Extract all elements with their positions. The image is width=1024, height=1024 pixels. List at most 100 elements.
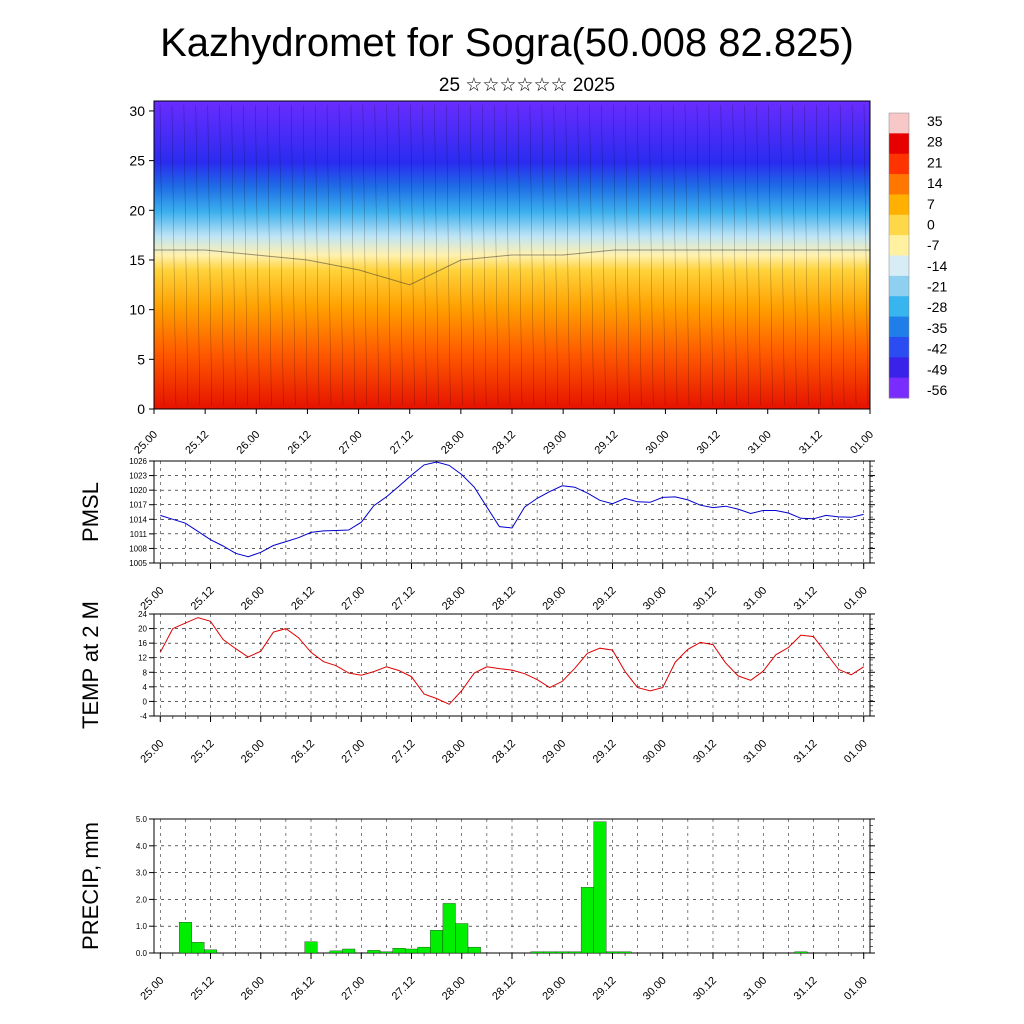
- wind-barb-line: [243, 104, 248, 406]
- colorbar-swatch: [889, 336, 909, 358]
- freezing-level-contour: [154, 249, 870, 286]
- x-tick-label: 29.12: [591, 975, 619, 1003]
- x-tick-label: 30.00: [641, 975, 669, 1003]
- y-tick-label: 2.0: [136, 895, 148, 904]
- y-tick-label: 30: [129, 103, 145, 119]
- wind-barb-line: [338, 104, 344, 406]
- precip-bar: [329, 950, 343, 954]
- wind-barb-line: [780, 104, 785, 406]
- wind-barb-line: [744, 104, 749, 406]
- y-tick-label: 1020: [129, 486, 147, 495]
- colorbar-label: -49: [927, 361, 947, 377]
- y-tick-label: 4: [143, 683, 148, 692]
- wind-barb-line: [314, 104, 320, 406]
- wind-barb-line: [159, 104, 165, 406]
- y-tick-label: 4.0: [136, 842, 148, 851]
- colorbar-swatch: [889, 316, 909, 338]
- wind-barb-line: [589, 104, 594, 406]
- colorbar-label: -35: [927, 320, 947, 336]
- x-tick-label: 25.12: [189, 585, 217, 613]
- colorbar-swatch: [889, 377, 909, 399]
- wind-barb-line: [255, 104, 260, 406]
- x-tick-label: 28.12: [490, 975, 518, 1003]
- x-tick-label: 25.12: [189, 975, 217, 1003]
- wind-barb-line: [672, 104, 678, 406]
- x-tick-label: 30.00: [644, 429, 672, 457]
- precip-bar: [417, 946, 431, 954]
- x-tick-label: 27.12: [388, 429, 416, 457]
- wind-barb-line: [637, 104, 642, 406]
- wind-barb-line: [649, 104, 654, 406]
- x-tick-label: 25.00: [138, 738, 166, 766]
- x-tick-label: 25.00: [138, 585, 166, 613]
- wind-barb-line: [565, 104, 570, 406]
- wind-barb-line: [458, 104, 463, 406]
- x-tick-label: 30.00: [641, 585, 669, 613]
- wind-barb-line: [708, 104, 714, 406]
- y-tick-label: 0: [137, 401, 145, 417]
- precip-bar: [543, 951, 557, 954]
- wind-barb-line: [696, 104, 702, 406]
- colorbar-label: 28: [927, 134, 943, 150]
- wind-barb-line: [434, 104, 439, 406]
- colorbar-swatch: [889, 174, 909, 195]
- x-tick-label: 25.00: [132, 429, 160, 457]
- wind-barb-line: [756, 104, 761, 406]
- wind-barb-line: [291, 104, 296, 406]
- x-tick-label: 30.12: [695, 429, 723, 457]
- x-tick-label: 31.12: [792, 738, 820, 766]
- wind-barb-line: [362, 104, 368, 406]
- precip-bar: [467, 946, 481, 954]
- chart-subtitle: 25 ☆☆☆☆☆☆ 2025: [439, 75, 615, 96]
- y-tick-label: 1014: [129, 515, 147, 524]
- precip-bar: [379, 951, 393, 954]
- x-tick-label: 01.00: [842, 585, 870, 613]
- precip-bar: [530, 951, 544, 954]
- x-tick-label: 01.00: [842, 975, 870, 1003]
- wind-barb-line: [804, 104, 809, 406]
- wind-barb-line: [541, 104, 547, 406]
- colorbar-label: 21: [927, 154, 943, 170]
- colorbar-legend: 35 28 21 14 7 0 -7 -14 -21 -28 -35 -42 -49 -56: [888, 112, 947, 399]
- wind-barb-line: [720, 104, 726, 406]
- wind-barb-line: [374, 104, 379, 406]
- colorbar-swatch: [889, 357, 909, 379]
- wind-barb-line: [326, 104, 332, 406]
- y-tick-label: 1011: [130, 530, 148, 539]
- x-tick-label: 26.12: [286, 429, 314, 457]
- x-tick-label: 26.12: [289, 738, 317, 766]
- x-tick-label: 27.12: [390, 585, 418, 613]
- wind-barb-line: [195, 104, 200, 406]
- x-tick-label: 28.00: [439, 429, 467, 457]
- x-tick-label: 29.12: [591, 738, 619, 766]
- x-tick-label: 01.00: [848, 429, 876, 457]
- colorbar-swatch: [889, 153, 909, 175]
- colorbar-label: 7: [927, 196, 935, 212]
- colorbar-label: -21: [927, 279, 947, 295]
- x-tick-label: 27.00: [339, 585, 367, 613]
- wind-barb-line: [517, 104, 523, 406]
- y-tick-label: 3.0: [136, 869, 148, 878]
- x-tick-label: 29.00: [540, 975, 568, 1003]
- x-tick-label: 28.12: [490, 585, 518, 613]
- x-tick-label: 29.12: [592, 429, 620, 457]
- y-tick-label: 16: [138, 639, 147, 648]
- precip-bar: [555, 951, 569, 954]
- x-tick-label: 28.00: [440, 975, 468, 1003]
- y-tick-label: -4: [140, 712, 148, 721]
- precip-bar: [367, 950, 381, 954]
- wind-barb-line: [601, 104, 606, 406]
- x-tick-label: 29.00: [540, 738, 568, 766]
- wind-barb-line: [446, 104, 451, 406]
- x-tick-label: 28.00: [440, 738, 468, 766]
- x-tick-label: 29.00: [540, 585, 568, 613]
- precip-bar: [430, 930, 444, 954]
- wind-barb-line: [828, 104, 833, 406]
- precip-bar: [405, 948, 418, 954]
- precip-bar: [593, 821, 607, 954]
- colorbar-swatch: [889, 296, 909, 318]
- x-tick-label: 31.12: [792, 585, 820, 613]
- precip-bar: [455, 923, 469, 954]
- y-tick-label: 12: [138, 654, 147, 663]
- wind-barb-line: [577, 104, 582, 406]
